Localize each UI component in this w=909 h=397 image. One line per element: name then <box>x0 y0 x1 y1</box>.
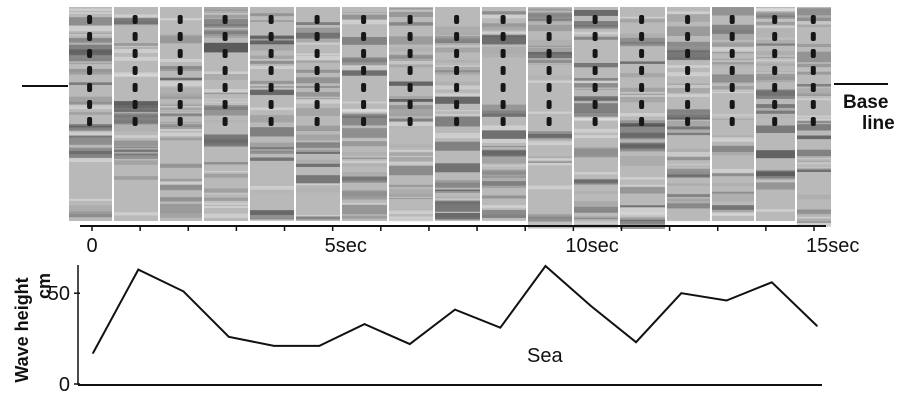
photo-frame <box>114 7 158 221</box>
data-point <box>182 290 185 293</box>
data-point <box>409 343 411 345</box>
data-point <box>544 265 547 267</box>
time-axis: 0 5sec 10sec 15sec <box>80 225 859 257</box>
photo-frame <box>250 7 294 221</box>
time-tick-label: 15sec <box>806 235 859 257</box>
data-point <box>635 341 637 344</box>
photo-frame <box>389 7 433 222</box>
photo-frame <box>797 7 831 227</box>
y-tick-label: 50 <box>48 283 70 305</box>
photo-frame <box>296 7 340 221</box>
data-point <box>137 268 140 271</box>
data-point <box>92 352 94 354</box>
time-tick-label: 0 <box>86 235 97 257</box>
data-point <box>816 325 818 327</box>
photo-frame <box>482 7 526 222</box>
baseline-label-base: Base <box>843 92 888 113</box>
data-point <box>363 323 366 325</box>
data-point <box>771 281 773 284</box>
wave-height-chart: 0 50 Wave height cm <box>12 264 822 396</box>
photo-frame <box>69 7 112 221</box>
y-axis-title: Wave height <box>12 277 32 382</box>
data-point <box>680 292 683 295</box>
photo-frame <box>712 7 754 221</box>
y-axis-unit: cm <box>34 273 54 299</box>
radar-photo-strip <box>69 7 831 229</box>
photo-frame <box>574 7 618 229</box>
data-point <box>273 345 275 347</box>
photo-frame <box>528 7 572 229</box>
data-point <box>454 308 456 311</box>
photo-frame <box>342 7 387 221</box>
photo-frame <box>204 7 248 221</box>
photo-frame <box>667 7 710 223</box>
photo-frame <box>756 7 795 221</box>
data-point <box>318 345 321 347</box>
time-tick-label: 5sec <box>325 235 367 257</box>
time-tick-label: 10sec <box>565 235 618 257</box>
photo-frame <box>620 7 665 229</box>
data-point <box>725 299 728 302</box>
baseline-label-line: line <box>862 113 895 134</box>
photo-frame <box>160 7 202 221</box>
data-point <box>590 305 592 307</box>
series-label-sea: Sea <box>527 345 563 367</box>
photo-frame <box>435 7 480 221</box>
y-tick-label: 0 <box>59 374 70 396</box>
data-point <box>499 326 502 329</box>
data-point <box>228 336 230 338</box>
